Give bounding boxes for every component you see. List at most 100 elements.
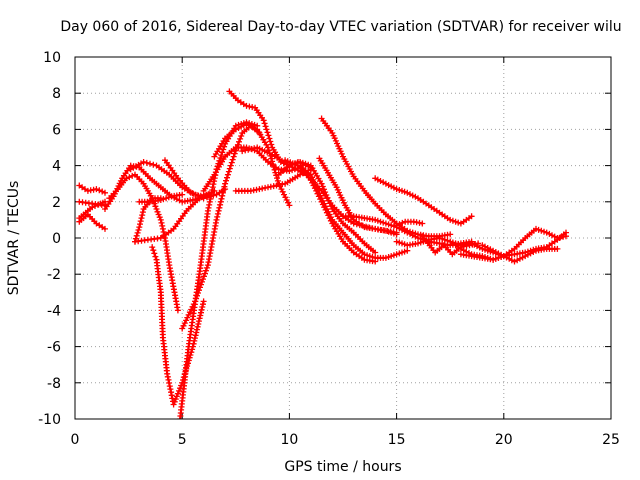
data-point [152,253,159,260]
data-point [156,214,163,221]
data-point [238,133,245,139]
data-point [157,216,164,223]
data-point [160,196,167,203]
data-point [266,135,273,142]
data-point [313,187,320,194]
data-point [274,177,281,184]
series-track-26 [372,175,475,227]
data-point [217,198,224,205]
data-point [268,155,275,162]
data-point [202,267,209,274]
data-point [269,161,276,168]
data-point [374,217,381,224]
data-point [382,227,389,234]
data-point [455,241,462,248]
data-point [219,192,226,199]
data-point [325,197,332,204]
data-point [248,145,255,152]
data-point [393,231,400,238]
data-point [302,160,309,167]
data-point [382,254,389,261]
data-point [401,248,408,255]
data-point [239,148,246,155]
data-point [549,232,555,239]
data-point [404,247,411,254]
data-point [279,188,286,195]
data-point [278,186,285,193]
data-point [99,188,106,195]
data-point [286,202,293,209]
x-tick-label: 25 [602,432,620,448]
data-point [270,164,277,170]
data-point [419,220,426,227]
data-point [201,273,207,280]
data-point [447,216,454,223]
data-point [229,156,236,163]
data-point [218,195,225,202]
data-point [285,199,292,206]
data-point [401,241,408,248]
data-point [390,223,397,230]
data-point [203,264,210,271]
data-point [393,222,400,229]
data-point [318,198,325,205]
series-track-01 [76,182,108,196]
data-point [159,222,166,229]
data-point [149,244,156,251]
data-point [224,171,231,178]
data-point [172,396,179,403]
x-tick-label: 0 [71,432,80,448]
data-point [318,180,325,187]
data-point [158,219,165,226]
data-point [508,257,515,264]
data-point [222,180,229,187]
series-track-24 [318,115,454,240]
data-point [388,222,395,229]
data-point [169,395,176,402]
data-point [323,192,330,198]
data-point [441,236,448,243]
x-tick-label: 15 [388,432,406,448]
data-point [150,247,157,254]
data-point [171,398,178,405]
data-point [396,221,403,228]
data-point [151,250,158,257]
data-point [164,373,171,380]
data-point [535,226,542,233]
data-point [199,278,205,285]
data-point [324,194,331,201]
y-tick-label: 10 [43,50,61,66]
data-point [223,177,229,184]
data-point [155,211,162,218]
x-tick-label: 20 [495,432,513,448]
series-track-27 [393,218,426,229]
data-point [240,122,247,129]
data-point [129,172,136,179]
data-point [163,195,170,202]
data-point [409,232,416,239]
y-tick-label: -4 [47,303,61,319]
data-point [93,186,100,193]
data-point [286,168,293,174]
data-point [325,212,332,219]
data-point [154,208,161,215]
data-point [320,186,327,193]
data-point [248,123,255,130]
data-point [530,249,537,255]
x-tick-label: 10 [280,432,298,448]
data-point [198,281,204,288]
data-point [415,235,421,241]
data-point [393,251,400,258]
data-point [180,322,187,329]
data-point [217,155,224,161]
series-track-10 [132,191,211,245]
data-point [214,210,221,217]
series-track-23 [316,155,400,238]
data-point [311,185,318,192]
data-point [193,326,200,333]
data-point [136,224,143,231]
data-point [176,387,182,394]
data-point [409,192,416,199]
data-point [382,220,389,227]
